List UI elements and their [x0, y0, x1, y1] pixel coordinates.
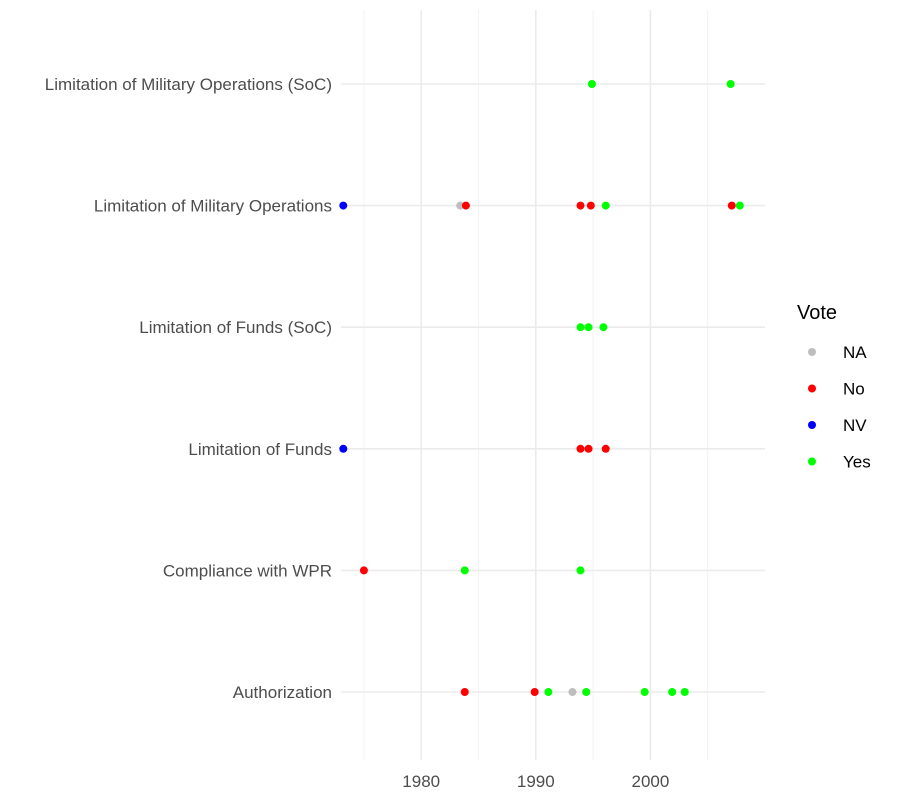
x-tick-label-0: 1980 [402, 772, 440, 791]
legend-entries: NA No NV Yes [808, 343, 871, 472]
data-points [339, 80, 744, 696]
point-no-14 [601, 444, 610, 453]
legend-key-yes [808, 457, 816, 466]
legend-key-no [808, 384, 816, 393]
point-no-20 [461, 201, 470, 210]
point-na-19 [456, 201, 465, 210]
legend-label-nv: NV [843, 416, 867, 435]
legend-label-yes: Yes [843, 453, 871, 472]
legend-title: Vote [797, 302, 837, 324]
point-na-3 [568, 688, 577, 696]
legend: Vote NA No NV Yes [797, 302, 871, 472]
x-tick-label-2: 2000 [631, 772, 669, 791]
point-yes-9 [460, 566, 469, 575]
y-tick-label-3: Limitation of Funds (SoC) [139, 318, 332, 337]
point-yes-25 [735, 201, 744, 210]
y-tick-label-1: Compliance with WPR [163, 561, 332, 580]
point-yes-15 [576, 323, 585, 332]
point-yes-5 [640, 688, 649, 696]
point-yes-4 [582, 688, 591, 696]
point-yes-26 [587, 80, 596, 88]
y-tick-label-0: Authorization [233, 683, 332, 702]
point-yes-27 [726, 80, 735, 88]
y-axis-tick-labels: Authorization Compliance with WPR Limitati… [45, 75, 332, 702]
point-no-8 [359, 566, 368, 575]
point-yes-17 [599, 323, 608, 332]
point-yes-7 [680, 688, 689, 696]
legend-key-nv [808, 421, 816, 429]
point-yes-2 [544, 688, 553, 696]
x-tick-label-1: 1990 [517, 772, 555, 791]
point-no-24 [727, 201, 736, 210]
y-tick-label-4: Limitation of Military Operations [94, 197, 332, 216]
point-yes-6 [668, 688, 677, 696]
legend-label-na: NA [843, 343, 867, 362]
minor-gridlines-x [363, 10, 709, 760]
point-no-1 [530, 688, 539, 696]
point-yes-23 [601, 201, 610, 210]
gridlines-y [341, 83, 765, 693]
y-tick-label-2: Limitation of Funds [188, 440, 332, 459]
point-yes-16 [584, 323, 593, 332]
point-yes-10 [576, 566, 585, 575]
legend-key-na [808, 348, 816, 356]
y-tick-label-5: Limitation of Military Operations (SoC) [45, 75, 332, 94]
point-no-12 [576, 444, 585, 453]
point-no-13 [584, 444, 593, 453]
point-nv-18 [339, 201, 348, 210]
x-axis-tick-labels: 1980 1990 2000 [402, 772, 669, 791]
point-no-21 [576, 201, 585, 210]
point-no-22 [586, 201, 595, 210]
major-gridlines-x [420, 10, 652, 760]
point-nv-11 [339, 444, 348, 453]
legend-label-no: No [843, 380, 865, 399]
point-no-0 [460, 688, 469, 696]
